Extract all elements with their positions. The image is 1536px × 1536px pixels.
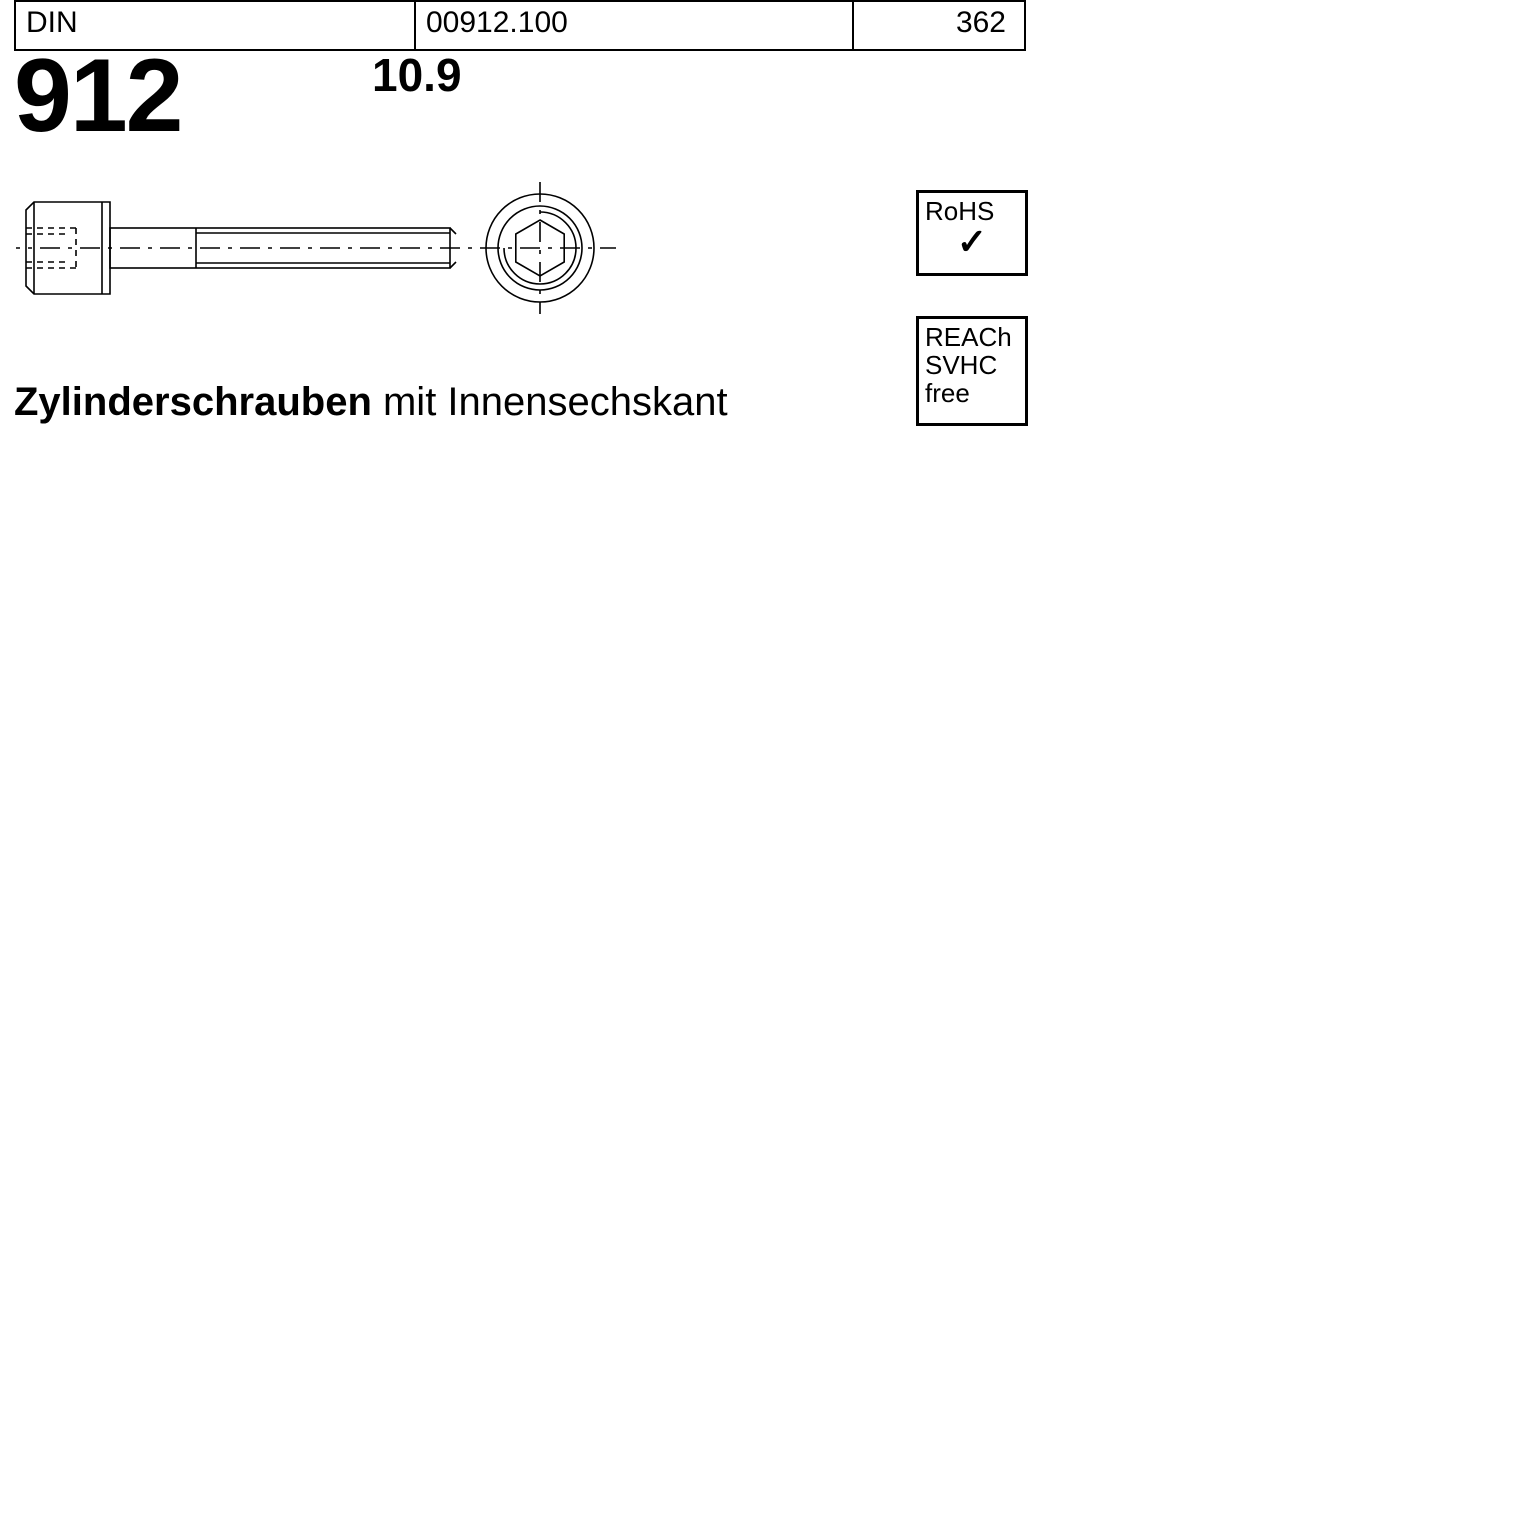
bolt-drawing: [16, 178, 636, 318]
standard-number: 912: [14, 44, 182, 148]
reach-line2: SVHC: [925, 351, 1019, 379]
rohs-badge: RoHS ✓: [916, 190, 1028, 276]
title-rest: mit Innensechskant: [372, 380, 728, 424]
reach-line3: free: [925, 379, 1019, 407]
header-cell-page: 362: [854, 2, 1024, 49]
reach-badge: REACh SVHC free: [916, 316, 1028, 426]
check-icon: ✓: [925, 223, 1019, 262]
property-class: 10.9: [372, 52, 462, 98]
header-cell-code: 00912.100: [416, 2, 854, 49]
title-bold: Zylinderschrauben: [14, 380, 372, 424]
reach-line1: REACh: [925, 323, 1019, 351]
product-title: Zylinderschrauben mit Innensechskant: [14, 380, 728, 425]
